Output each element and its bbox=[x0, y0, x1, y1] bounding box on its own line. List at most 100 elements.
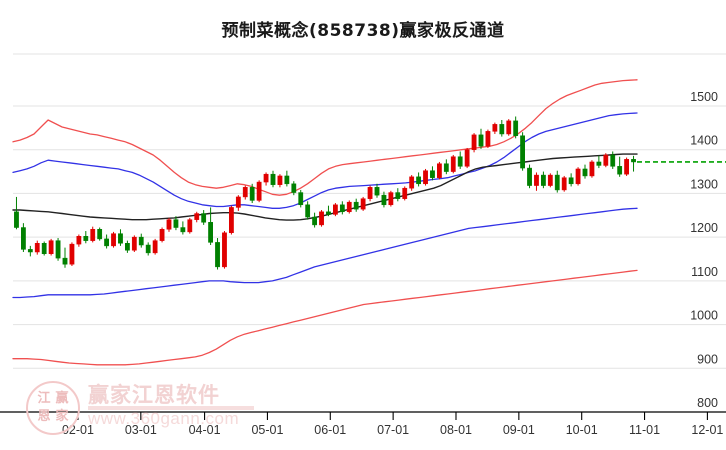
candle-body bbox=[575, 168, 581, 185]
candle-body bbox=[284, 175, 290, 185]
candle-body bbox=[166, 219, 172, 230]
candle-body bbox=[520, 135, 525, 169]
candle-body bbox=[138, 236, 144, 246]
candle-body bbox=[145, 244, 151, 254]
y-axis-tick-label: 800 bbox=[697, 396, 718, 410]
candle-body bbox=[131, 236, 137, 251]
candle-body bbox=[631, 159, 636, 163]
candle-body bbox=[229, 207, 234, 234]
candle-body bbox=[457, 156, 463, 167]
x-axis-tick-label: 12-01 bbox=[691, 423, 723, 437]
candle-body bbox=[173, 219, 179, 228]
channel-line bbox=[12, 153, 638, 221]
candle-body bbox=[443, 163, 449, 172]
candle-body bbox=[582, 168, 588, 177]
candle-body bbox=[527, 167, 532, 186]
x-axis-tick-label: 02-01 bbox=[62, 423, 94, 437]
candle-body bbox=[201, 213, 207, 223]
candle-body bbox=[409, 176, 415, 189]
candle-body bbox=[180, 227, 186, 233]
candle-body bbox=[249, 187, 255, 201]
y-axis-tick-label: 1300 bbox=[690, 177, 718, 191]
candle-body bbox=[478, 134, 484, 147]
candle-body bbox=[624, 159, 629, 175]
candle-body bbox=[291, 183, 297, 193]
channel-lines bbox=[12, 79, 638, 366]
y-axis-tick-label: 1200 bbox=[690, 221, 718, 235]
candle-body bbox=[298, 192, 304, 206]
x-axis-tick-label: 08-01 bbox=[440, 423, 472, 437]
candle-body bbox=[41, 243, 47, 255]
x-axis-tick-label: 11-01 bbox=[629, 423, 660, 437]
candle-body bbox=[617, 166, 623, 175]
candle-body bbox=[513, 120, 519, 136]
candle-body bbox=[603, 154, 609, 166]
candle-body bbox=[76, 236, 82, 245]
y-axis-tick-label: 900 bbox=[697, 352, 718, 366]
candle-body bbox=[187, 219, 193, 233]
channel-line bbox=[12, 112, 638, 209]
candle-body bbox=[194, 213, 200, 220]
candle-body bbox=[471, 134, 477, 150]
candle-body bbox=[215, 242, 220, 268]
candle-body bbox=[506, 120, 512, 135]
candle-body bbox=[111, 233, 116, 247]
candle-body bbox=[541, 174, 546, 186]
candle-body bbox=[388, 192, 394, 206]
candle-body bbox=[589, 161, 595, 177]
candle-body bbox=[395, 192, 401, 199]
candle-body bbox=[97, 229, 103, 240]
candle-body bbox=[596, 161, 602, 166]
candle-body bbox=[360, 198, 366, 210]
candle-body bbox=[152, 240, 158, 254]
candle-body bbox=[55, 240, 61, 259]
x-axis-tick-label: 03-01 bbox=[125, 423, 157, 437]
candle-body bbox=[270, 173, 276, 185]
candle-body bbox=[125, 243, 130, 251]
candle-body bbox=[610, 154, 616, 167]
y-axis-tick-label: 1000 bbox=[690, 309, 718, 323]
candlestick-series bbox=[14, 116, 636, 270]
candle-body bbox=[374, 187, 380, 196]
x-axis-tick-label: 04-01 bbox=[189, 423, 221, 437]
candle-body bbox=[485, 131, 491, 147]
x-axis-labels: 02-01 03-01 04-01 05-01 06-01 07-01 08-01 09-01… bbox=[62, 423, 723, 437]
y-axis-tick-label: 1100 bbox=[691, 265, 718, 279]
candle-body bbox=[450, 156, 456, 172]
candle-body bbox=[90, 229, 96, 241]
candle-body bbox=[416, 176, 421, 185]
candle-body bbox=[367, 187, 373, 199]
page-title: 预制菜概念(858738)赢家极反通道 bbox=[221, 21, 505, 41]
candle-body bbox=[437, 163, 442, 178]
x-axis-tick-label: 09-01 bbox=[503, 423, 535, 437]
candle-body bbox=[423, 170, 428, 185]
y-axis-labels: 800 900 1000 1100 1200 1300 1400 1500 bbox=[690, 90, 718, 410]
candle-body bbox=[34, 243, 40, 253]
candle-body bbox=[402, 187, 408, 199]
candle-body bbox=[333, 204, 338, 215]
candle-body bbox=[256, 181, 262, 201]
y-axis-tick-label: 1400 bbox=[690, 134, 718, 148]
candle-body bbox=[159, 229, 165, 241]
candle-body bbox=[568, 177, 574, 185]
candle-body bbox=[208, 222, 213, 243]
candle-body bbox=[339, 204, 345, 213]
candle-body bbox=[118, 233, 123, 244]
candle-body bbox=[561, 177, 567, 191]
candle-body bbox=[346, 201, 352, 213]
grid-lines bbox=[13, 53, 726, 413]
x-axis bbox=[0, 411, 726, 420]
candle-body bbox=[319, 211, 324, 226]
x-axis-tick-label: 07-01 bbox=[377, 423, 409, 437]
candle-body bbox=[312, 216, 317, 226]
candle-body bbox=[104, 238, 109, 247]
candle-body bbox=[62, 257, 68, 265]
candle-body bbox=[464, 149, 470, 167]
x-axis-tick-label: 10-01 bbox=[566, 423, 598, 437]
candle-body bbox=[381, 194, 387, 206]
channel-line bbox=[12, 269, 638, 366]
candle-body bbox=[21, 227, 26, 250]
